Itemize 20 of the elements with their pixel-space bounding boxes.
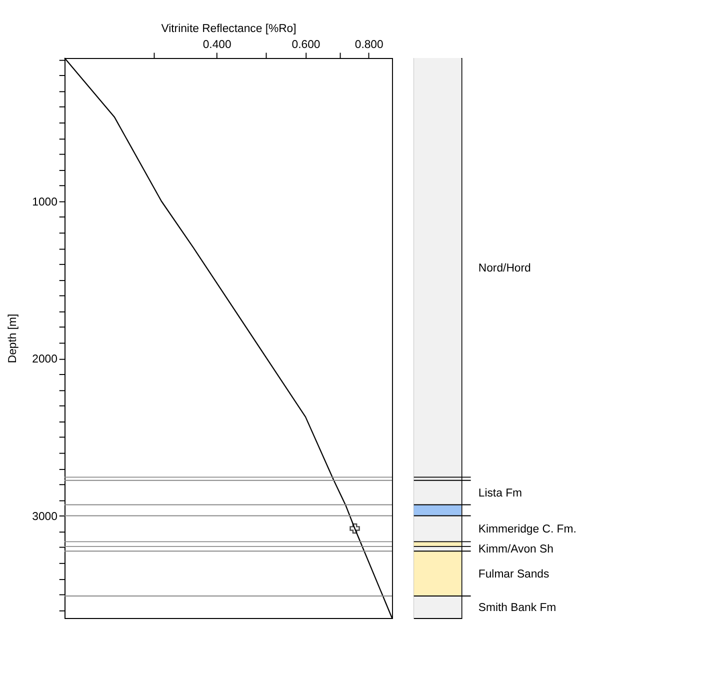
bar (414, 551, 462, 596)
x-tick-label: 0.800 (354, 39, 384, 52)
bar (414, 596, 462, 618)
y-tick-label: 2000 (32, 354, 58, 366)
series-label: Kimm/Avon Sh (478, 544, 554, 556)
x-tick-label: 0.400 (202, 39, 232, 52)
series-label: Lista Fm (478, 487, 522, 500)
x-axis-title: Vitrinite Reflectance [%Ro] (161, 22, 296, 35)
x-tick-label: 0.600 (292, 39, 320, 52)
bar (414, 58, 462, 478)
bar (414, 516, 462, 542)
series-label: Fulmar Sands (478, 568, 550, 580)
y-tick-label: 3000 (32, 511, 58, 524)
bar (414, 504, 462, 516)
series-label: Nord/Hord (478, 262, 531, 274)
bar (414, 480, 462, 505)
series-label: Smith Bank Fm (478, 602, 556, 614)
y-tick-label: 1000 (32, 196, 58, 208)
y-axis-title: Depth [m] (6, 314, 19, 364)
series-label: Kimmeridge C. Fm. (478, 524, 576, 536)
